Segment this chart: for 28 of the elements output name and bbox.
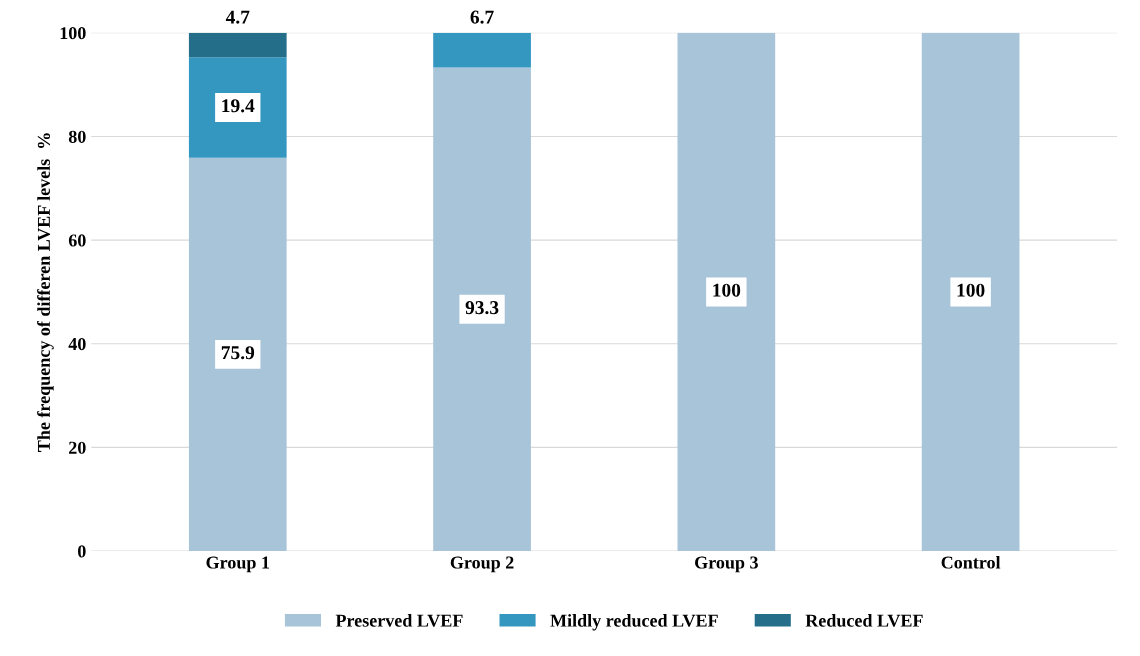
y-tick-label: 80 bbox=[68, 130, 86, 143]
data-label: 100 bbox=[957, 283, 985, 297]
y-tick-label: 0 bbox=[78, 545, 86, 558]
data-label: 93.3 bbox=[465, 301, 499, 315]
y-tick-label: 100 bbox=[60, 27, 86, 40]
legend-label: Reduced LVEF bbox=[805, 614, 923, 627]
data-label: 4.7 bbox=[225, 10, 250, 24]
y-tick-label: 60 bbox=[68, 234, 86, 247]
y-axis-title: The frequency of differen LVEF levels % bbox=[37, 133, 54, 452]
bar bbox=[433, 67, 531, 552]
y-tick-label: 40 bbox=[68, 338, 86, 351]
bar bbox=[677, 32, 776, 552]
bar bbox=[433, 32, 531, 68]
data-label: 100 bbox=[713, 283, 741, 297]
data-label: 19.4 bbox=[222, 99, 255, 113]
x-tick-label: Control bbox=[941, 555, 1001, 569]
data-label: 75.9 bbox=[221, 346, 255, 360]
x-tick-label: Group 3 bbox=[695, 556, 758, 573]
legend-label: Mildly reduced LVEF bbox=[550, 614, 718, 631]
bar bbox=[921, 32, 1020, 552]
bar bbox=[188, 32, 287, 58]
legend-label: Preserved LVEF bbox=[335, 614, 463, 627]
bar bbox=[188, 157, 287, 552]
x-tick-label: Group 2 bbox=[450, 556, 514, 573]
y-tick-label: 20 bbox=[69, 441, 86, 454]
x-tick-label: Group 1 bbox=[206, 556, 270, 573]
bar bbox=[188, 57, 287, 158]
data-label: 6.7 bbox=[470, 10, 494, 24]
